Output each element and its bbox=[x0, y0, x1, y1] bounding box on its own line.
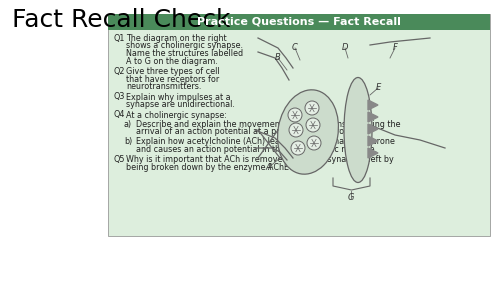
Text: Q3: Q3 bbox=[113, 92, 124, 101]
Circle shape bbox=[289, 123, 303, 137]
Text: shows a cholinergic synapse.: shows a cholinergic synapse. bbox=[126, 42, 243, 51]
Text: C: C bbox=[292, 44, 298, 53]
Text: b): b) bbox=[124, 137, 132, 146]
Text: that have receptors for: that have receptors for bbox=[126, 74, 219, 83]
Text: Explain how acetylcholine (ACh) leaves the presynaptic neurone: Explain how acetylcholine (ACh) leaves t… bbox=[136, 137, 395, 146]
Text: synapse are unidirectional.: synapse are unidirectional. bbox=[126, 100, 235, 109]
Polygon shape bbox=[368, 148, 378, 158]
Text: Name the structures labelled: Name the structures labelled bbox=[126, 49, 243, 58]
Text: G: G bbox=[348, 194, 354, 203]
FancyBboxPatch shape bbox=[108, 14, 490, 236]
Ellipse shape bbox=[344, 78, 372, 182]
Text: Practice Questions — Fact Recall: Practice Questions — Fact Recall bbox=[197, 17, 401, 27]
Ellipse shape bbox=[278, 90, 338, 174]
FancyBboxPatch shape bbox=[108, 14, 490, 30]
Text: Q4: Q4 bbox=[113, 110, 124, 119]
Text: and causes an action potential in the postsynaptic neurone.: and causes an action potential in the po… bbox=[136, 144, 377, 153]
Text: D: D bbox=[342, 44, 348, 53]
Polygon shape bbox=[368, 124, 378, 134]
Circle shape bbox=[288, 108, 302, 122]
Text: At a cholinergic synapse:: At a cholinergic synapse: bbox=[126, 110, 227, 119]
Polygon shape bbox=[368, 100, 378, 110]
Text: F: F bbox=[392, 44, 398, 53]
Text: E: E bbox=[376, 83, 380, 92]
Text: A to G on the diagram.: A to G on the diagram. bbox=[126, 56, 218, 65]
Text: Explain why impulses at a: Explain why impulses at a bbox=[126, 92, 230, 101]
Text: Q2: Q2 bbox=[113, 67, 124, 76]
Text: a): a) bbox=[124, 120, 132, 129]
Text: Why is it important that ACh is removed from the synaptic cleft by: Why is it important that ACh is removed … bbox=[126, 155, 394, 164]
Text: B: B bbox=[275, 53, 281, 62]
Circle shape bbox=[307, 136, 321, 150]
Text: being broken down by the enzyme AChE?: being broken down by the enzyme AChE? bbox=[126, 162, 293, 171]
Polygon shape bbox=[368, 136, 378, 146]
Circle shape bbox=[306, 118, 320, 132]
Text: arrival of an action potential at a presynaptic neurone.: arrival of an action potential at a pres… bbox=[136, 128, 356, 137]
Text: Q5: Q5 bbox=[113, 155, 124, 164]
Text: Give three types of cell: Give three types of cell bbox=[126, 67, 220, 76]
Circle shape bbox=[305, 101, 319, 115]
Circle shape bbox=[291, 141, 305, 155]
Text: A: A bbox=[265, 164, 271, 173]
Text: neurotransmitters.: neurotransmitters. bbox=[126, 82, 202, 91]
Polygon shape bbox=[368, 112, 378, 122]
Text: Describe and explain the movement of calcium ions following the: Describe and explain the movement of cal… bbox=[136, 120, 400, 129]
Text: Fact Recall Check: Fact Recall Check bbox=[12, 8, 230, 32]
Text: Q1: Q1 bbox=[113, 34, 124, 43]
Text: The diagram on the right: The diagram on the right bbox=[126, 34, 226, 43]
